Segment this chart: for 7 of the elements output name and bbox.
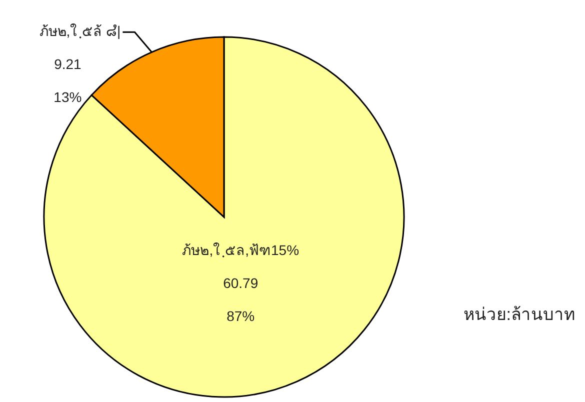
slice-label: ภ้ษ๒,ใ ฺ๕ล้ ๘ํ| xyxy=(39,23,121,40)
data-label: 9.21 xyxy=(54,56,82,72)
text: 87% xyxy=(226,308,255,324)
slice-label: ภ้ษ๒,ใ ฺ๕ล,ฟ้ฑ15% xyxy=(182,242,300,258)
data-label: 60.79 xyxy=(223,274,258,291)
text: หน่วย:ล้านบาท xyxy=(463,305,575,324)
text: 13% xyxy=(54,89,82,106)
